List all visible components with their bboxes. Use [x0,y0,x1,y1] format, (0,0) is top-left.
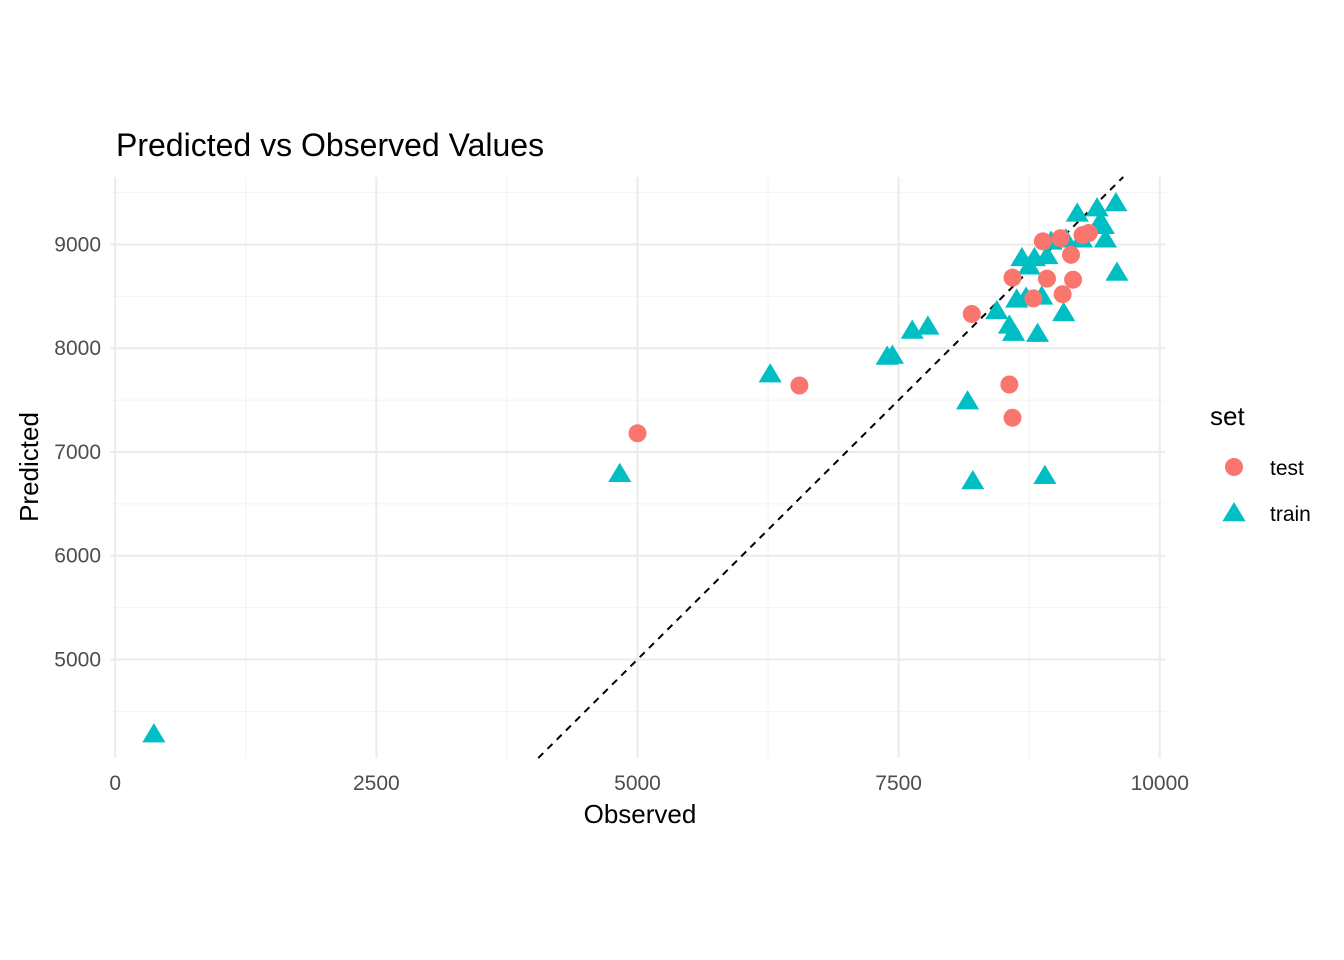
y-axis-label: Predicted [14,412,44,522]
y-tick-label: 6000 [54,545,101,568]
test-point [1037,269,1056,288]
train-point [1093,228,1118,248]
x-tick-label: 2500 [353,772,400,795]
train-point [608,462,632,482]
train-point [1026,322,1050,342]
train-point [142,723,166,743]
x-tick-labels: 0 2500 5000 7500 10000 [109,772,1189,795]
y-tick-label: 5000 [54,648,101,671]
train-point [880,344,904,364]
x-tick-label: 0 [109,772,121,795]
legend-label-train: train [1270,503,1311,526]
test-point [790,376,809,395]
test-point [1000,375,1019,394]
x-tick-label: 10000 [1131,772,1189,795]
train-point [1052,301,1076,322]
train-point [956,390,980,410]
y-tick-label: 8000 [54,337,101,360]
test-point [962,304,981,323]
legend-label-test: test [1270,457,1304,480]
train-point [1104,191,1128,212]
legend-title: set [1210,401,1245,431]
train-point [1105,261,1129,281]
train-point [1065,202,1089,222]
train-point [1085,197,1109,217]
train-point [1035,244,1059,265]
train-point [1091,214,1115,235]
test-point [1033,232,1052,251]
test-point [1053,285,1072,304]
train-point [1001,321,1026,341]
train-point [758,363,782,383]
train-point [961,469,985,490]
x-axis-label: Observed [584,799,697,829]
y-tick-labels: 5000 6000 7000 8000 9000 [54,233,101,671]
chart-title: Predicted vs Observed Values [116,127,544,163]
test-point [1061,245,1080,264]
x-tick-label: 5000 [614,772,661,795]
legend: set test train [1210,401,1311,526]
test-point [1079,224,1098,243]
test-point [1003,268,1022,287]
y-tick-label: 7000 [54,441,101,464]
x-tick-label: 7500 [875,772,922,795]
test-point [1024,289,1043,308]
train-point [1033,464,1057,485]
train-point [916,315,940,335]
grid-lines [110,177,1165,758]
data-points [142,191,1129,743]
test-point [628,424,647,443]
legend-key-test [1225,458,1243,476]
train-point [985,299,1009,320]
y-tick-label: 9000 [54,233,101,256]
legend-key-train [1222,502,1246,522]
test-point [1064,270,1083,289]
test-point [1051,229,1070,248]
test-point [1003,408,1022,427]
